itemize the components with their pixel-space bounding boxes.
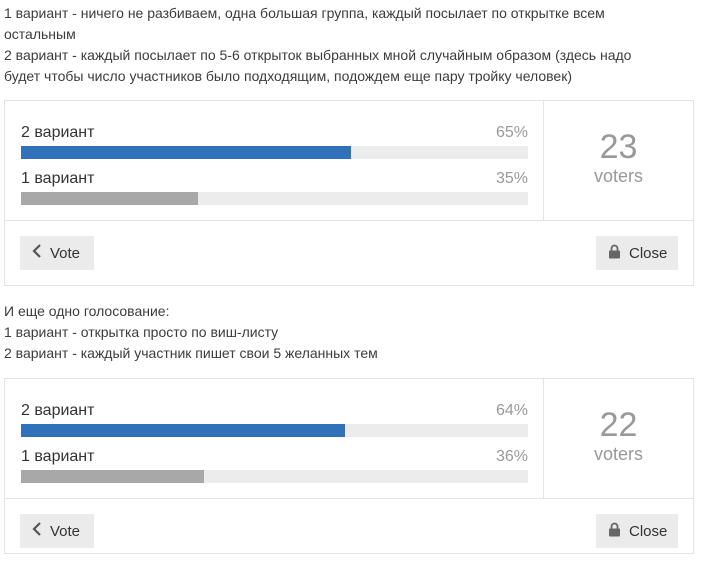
option-bar-fill: [21, 192, 199, 205]
poll-option: 1 вариант 36%: [21, 443, 528, 489]
lock-icon: [608, 522, 621, 541]
post-text-line: 1 вариант - ничего не разбиваем, одна бо…: [4, 5, 605, 21]
vote-button-label: Vote: [50, 522, 81, 540]
close-poll-button[interactable]: Close: [596, 514, 678, 548]
poll-actions: Vote Close: [5, 499, 693, 563]
option-label: 2 вариант: [21, 124, 95, 141]
option-bar-track: [21, 146, 528, 159]
poll-options: 2 вариант 64% 1 вариант 36%: [21, 397, 528, 489]
voters-label: voters: [593, 166, 644, 186]
option-percent: 36%: [495, 448, 528, 465]
chevron-left-icon: [32, 244, 42, 262]
post-text-line: остальным: [4, 26, 76, 42]
post-text-line: будет чтобы число участников было подход…: [4, 68, 572, 84]
poll-2: 2 вариант 64% 1 вариант 36% 22 voters: [4, 378, 694, 554]
option-label: 1 вариант: [21, 448, 95, 465]
poll-results: 2 вариант 64% 1 вариант 36% 22 voters: [5, 379, 693, 499]
post-text-line: 2 вариант - каждый участник пишет свои 5…: [4, 345, 378, 361]
option-percent: 65%: [495, 124, 528, 141]
option-bar-fill: [21, 424, 346, 437]
voters-count-box: 23 voters: [543, 101, 693, 220]
poll-1: 2 вариант 65% 1 вариант 35% 23 voters: [4, 100, 694, 286]
post-text-line: 1 вариант - открытка просто по виш-листу: [4, 324, 279, 340]
vote-button-label: Vote: [50, 244, 81, 262]
post-text-2: И еще одно голосование: 1 вариант - откр…: [0, 301, 700, 364]
voters-count-box: 22 voters: [543, 379, 693, 498]
poll-option: 2 вариант 64%: [21, 397, 528, 443]
post-text-line: И еще одно голосование:: [4, 303, 170, 319]
post-text-line: 2 вариант - каждый посылает по 5-6 откры…: [4, 47, 632, 63]
close-button-label: Close: [629, 244, 668, 262]
voters-count: 22: [599, 406, 638, 444]
option-percent: 64%: [495, 402, 528, 419]
option-bar-fill: [21, 470, 204, 483]
voters-count: 23: [599, 128, 638, 166]
vote-button[interactable]: Vote: [20, 236, 94, 270]
poll-option: 2 вариант 65%: [21, 119, 528, 165]
voters-label: voters: [593, 444, 644, 464]
poll-results: 2 вариант 65% 1 вариант 35% 23 voters: [5, 101, 693, 221]
lock-icon: [608, 244, 621, 263]
close-button-label: Close: [629, 522, 668, 540]
chevron-left-icon: [32, 522, 42, 540]
option-percent: 35%: [495, 170, 528, 187]
option-bar-fill: [21, 146, 351, 159]
option-label: 2 вариант: [21, 402, 95, 419]
option-bar-track: [21, 424, 528, 437]
option-bar-track: [21, 192, 528, 205]
poll-actions: Vote Close: [5, 221, 693, 285]
poll-options: 2 вариант 65% 1 вариант 35%: [21, 119, 528, 211]
close-poll-button[interactable]: Close: [596, 236, 678, 270]
vote-button[interactable]: Vote: [20, 514, 94, 548]
poll-option: 1 вариант 35%: [21, 165, 528, 211]
post-text-1: 1 вариант - ничего не разбиваем, одна бо…: [0, 3, 700, 87]
option-bar-track: [21, 470, 528, 483]
option-label: 1 вариант: [21, 170, 95, 187]
